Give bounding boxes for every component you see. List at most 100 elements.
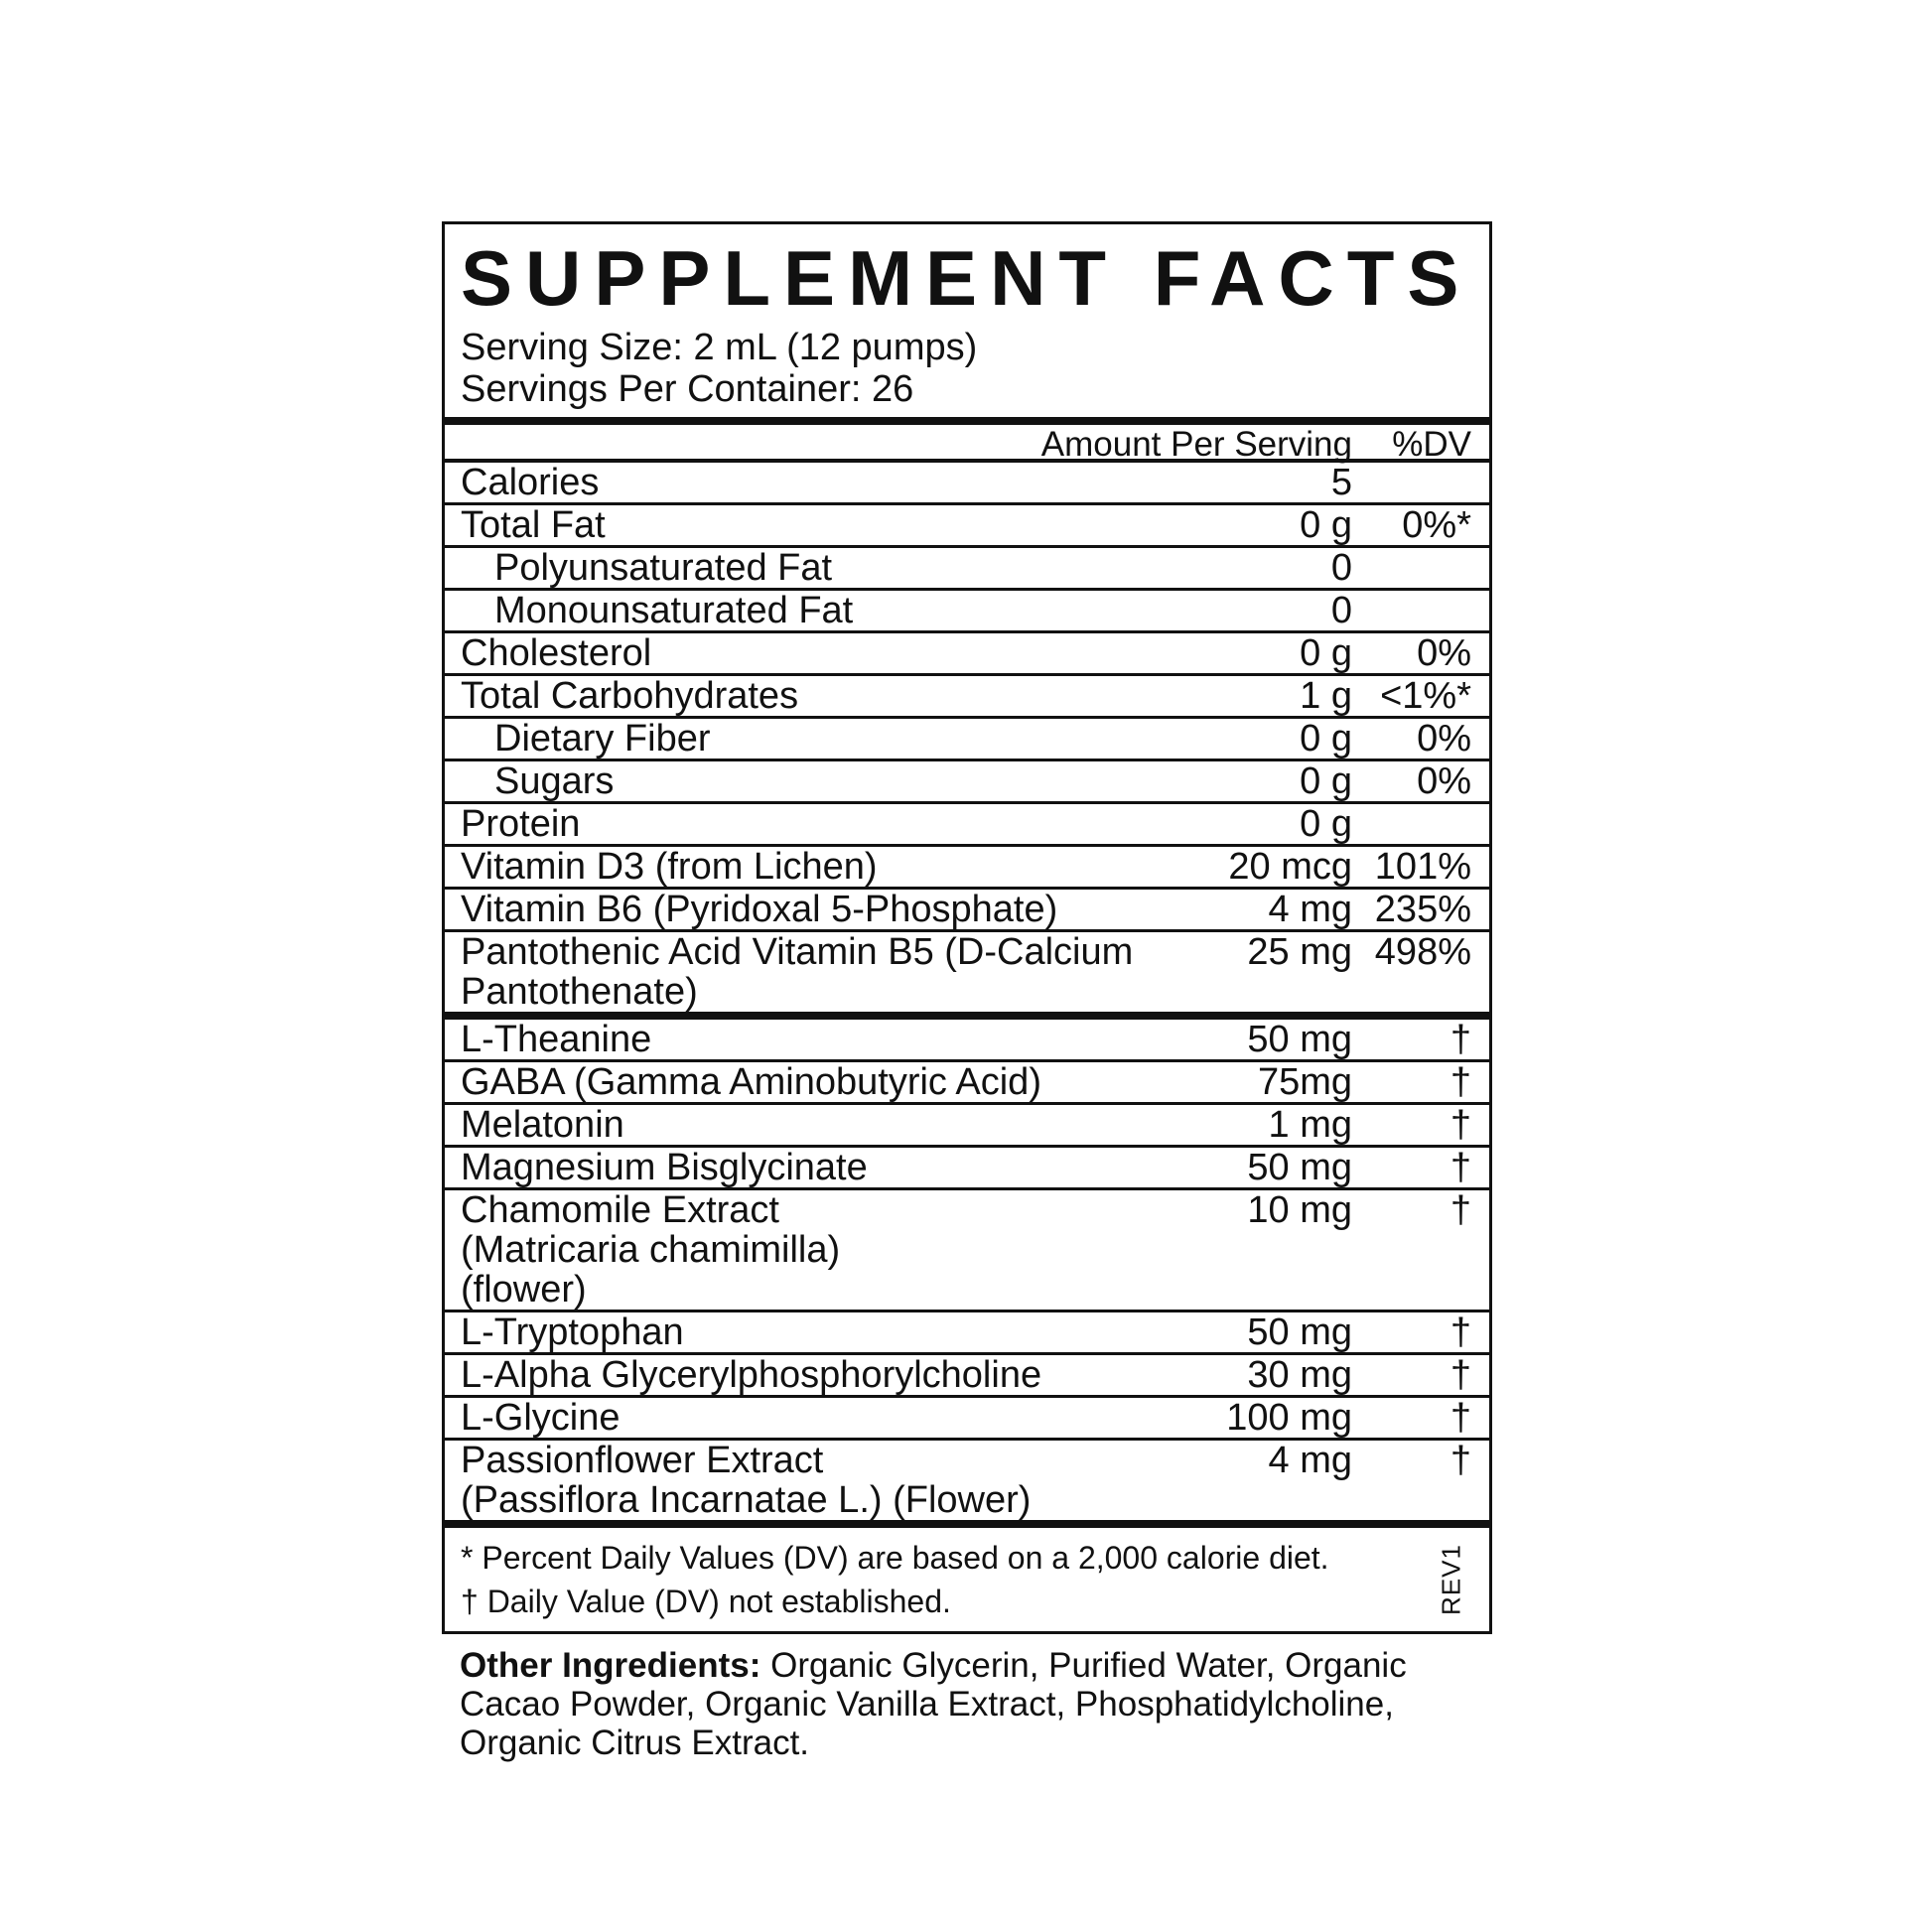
nutrient-dv: 0% <box>1417 718 1471 759</box>
nutrient-name-line: L-Glycine <box>461 1397 621 1439</box>
nutrient-row: Magnesium Bisglycinate 50 mg † <box>445 1145 1489 1187</box>
nutrient-dv: † <box>1449 1397 1471 1439</box>
nutrient-name-line: Monounsaturated Fat <box>494 590 854 631</box>
supplement-label: SUPPLEMENT FACTS Serving Size: 2 mL (12 … <box>442 221 1492 1762</box>
nutrient-name-line: Passionflower Extract <box>461 1440 824 1481</box>
nutrient-row: Monounsaturated Fat 0 <box>445 588 1489 630</box>
servings-per-container: Servings Per Container: 26 <box>461 368 914 410</box>
nutrient-name-line: Total Carbohydrates <box>461 675 799 717</box>
nutrient-row: Cholesterol 0 g 0% <box>445 630 1489 673</box>
nutrient-name: Monounsaturated Fat <box>461 591 1203 630</box>
nutrient-name-line: L-Theanine <box>461 1019 652 1060</box>
nutrient-name-line: Calories <box>461 462 600 503</box>
nutrient-name-line: L-Alpha Glycerylphosphorylcholine <box>461 1354 1042 1396</box>
nutrient-dv: † <box>1449 1104 1471 1146</box>
nutrient-dv: † <box>1449 1311 1471 1353</box>
nutrient-name-line: Chamomile Extract <box>461 1189 779 1231</box>
nutrient-amount: 5 <box>1330 462 1352 503</box>
nutrient-amount: 30 mg <box>1247 1354 1352 1396</box>
nutrient-dv: <1%* <box>1380 675 1471 717</box>
other-ingredients-line: Cacao Powder, Organic Vanilla Extract, P… <box>460 1685 1394 1724</box>
page-title: SUPPLEMENT FACTS <box>461 234 1472 322</box>
nutrient-name-line: GABA (Gamma Aminobutyric Acid) <box>461 1061 1041 1103</box>
nutrient-name-line: Melatonin <box>461 1104 624 1146</box>
nutrient-dv: † <box>1449 1019 1471 1060</box>
label-intro: SUPPLEMENT FACTS Serving Size: 2 mL (12 … <box>445 224 1489 417</box>
nutrient-row: Dietary Fiber 0 g 0% <box>445 716 1489 759</box>
nutrient-amount: 0 g <box>1300 504 1352 546</box>
nutrient-dv: † <box>1449 1354 1471 1396</box>
nutrient-amount: 4 mg <box>1268 1440 1352 1481</box>
nutrient-name-line: Sugars <box>494 760 615 802</box>
nutrient-amount: 1 mg <box>1268 1104 1352 1146</box>
nutrient-amount: 0 g <box>1300 718 1352 759</box>
other-ingredients-label: Other Ingredients: <box>460 1646 761 1685</box>
nutrient-name: Dietary Fiber <box>461 719 1203 759</box>
nutrient-name-line: Dietary Fiber <box>494 718 711 759</box>
nutrient-amount: 50 mg <box>1247 1311 1352 1353</box>
nutrient-dv: † <box>1449 1189 1471 1231</box>
nutrient-name-line: Magnesium Bisglycinate <box>461 1147 868 1188</box>
nutrient-dv: 235% <box>1374 889 1471 930</box>
nutrient-amount: 0 g <box>1300 803 1352 845</box>
nutrient-amount: 0 <box>1330 590 1352 631</box>
nutrient-row: Vitamin B6 (Pyridoxal 5-Phosphate) 4 mg 23… <box>445 887 1489 929</box>
nutrient-name: L-Glycine <box>461 1398 1203 1438</box>
nutrient-dv: † <box>1449 1061 1471 1103</box>
nutrient-amount: 75mg <box>1257 1061 1352 1103</box>
nutrient-dv: 0% <box>1417 632 1471 674</box>
nutrient-amount: 20 mcg <box>1228 846 1352 888</box>
nutrient-row: Calories 5 <box>445 463 1489 502</box>
nutrient-name-line: Vitamin B6 (Pyridoxal 5-Phosphate) <box>461 889 1058 930</box>
nutrient-name: Cholesterol <box>461 633 1203 673</box>
nutrient-row: GABA (Gamma Aminobutyric Acid) 75mg † <box>445 1059 1489 1102</box>
nutrient-name: Polyunsaturated Fat <box>461 548 1203 588</box>
nutrient-name-line: Pantothenic Acid Vitamin B5 (D-Calcium <box>461 931 1134 973</box>
serving-size: Serving Size: 2 mL (12 pumps) <box>461 327 978 368</box>
nutrient-name: Melatonin <box>461 1105 1203 1145</box>
nutrient-dv: 101% <box>1374 846 1471 888</box>
other-ingredients-line: Organic Citrus Extract. <box>460 1724 810 1762</box>
nutrient-row: Polyunsaturated Fat 0 <box>445 545 1489 588</box>
nutrient-row: Passionflower Extract (Passiflora Incarna… <box>445 1438 1489 1520</box>
nutrient-dv: 498% <box>1374 931 1471 973</box>
nutrient-name: Total Carbohydrates <box>461 676 1203 716</box>
nutrient-amount: 100 mg <box>1226 1397 1352 1439</box>
nutrient-name-line: (Matricaria chamimilla) <box>461 1229 841 1271</box>
nutrient-name-line: (flower) <box>461 1269 587 1311</box>
nutrient-name-line: Vitamin D3 (from Lichen) <box>461 846 878 888</box>
nutrient-amount: 0 g <box>1300 760 1352 802</box>
nutrient-name: Total Fat <box>461 505 1203 545</box>
nutrient-name: Magnesium Bisglycinate <box>461 1148 1203 1187</box>
nutrient-amount: 25 mg <box>1247 931 1352 973</box>
footnote-dv-basis: * Percent Daily Values (DV) are based on… <box>461 1540 1329 1576</box>
footnote-section: * Percent Daily Values (DV) are based on… <box>445 1520 1489 1631</box>
nutrient-row: Vitamin D3 (from Lichen) 20 mcg 101% <box>445 844 1489 887</box>
nutrient-amount: 10 mg <box>1247 1189 1352 1231</box>
nutrient-name: Pantothenic Acid Vitamin B5 (D-Calcium Pa… <box>461 932 1203 1012</box>
nutrient-amount: 0 <box>1330 547 1352 589</box>
nutrient-name: Vitamin D3 (from Lichen) <box>461 847 1203 887</box>
nutrient-name-line: Protein <box>461 803 581 845</box>
nutrient-name: Chamomile Extract (Matricaria chamimilla)… <box>461 1190 1203 1310</box>
other-ingredients: Other Ingredients: Organic Glycerin, Pur… <box>442 1646 1492 1762</box>
nutrient-name: GABA (Gamma Aminobutyric Acid) <box>461 1062 1203 1102</box>
nutrient-row: Melatonin 1 mg † <box>445 1102 1489 1145</box>
nutrient-name-line: Polyunsaturated Fat <box>494 547 833 589</box>
nutrient-amount: 50 mg <box>1247 1147 1352 1188</box>
nutrient-name: Sugars <box>461 761 1203 801</box>
nutrient-amount: 0 g <box>1300 632 1352 674</box>
nutrient-amount: 1 g <box>1300 675 1352 717</box>
nutrient-name: L-Tryptophan <box>461 1312 1203 1352</box>
nutrient-row: Total Fat 0 g 0%* <box>445 502 1489 545</box>
nutrient-dv: † <box>1449 1147 1471 1188</box>
nutrient-name: L-Theanine <box>461 1020 1203 1059</box>
nutrient-row: Pantothenic Acid Vitamin B5 (D-Calcium Pa… <box>445 929 1489 1012</box>
nutrient-amount: 50 mg <box>1247 1019 1352 1060</box>
nutrient-row: Protein 0 g <box>445 801 1489 844</box>
facts-column-header: Amount Per Serving %DV <box>445 417 1489 464</box>
nutrient-name: Calories <box>461 463 1203 502</box>
nutrient-row: L-Tryptophan 50 mg † <box>445 1310 1489 1352</box>
nutrient-row: L-Glycine 100 mg † <box>445 1395 1489 1438</box>
supplement-facts-box: SUPPLEMENT FACTS Serving Size: 2 mL (12 … <box>442 221 1492 1634</box>
